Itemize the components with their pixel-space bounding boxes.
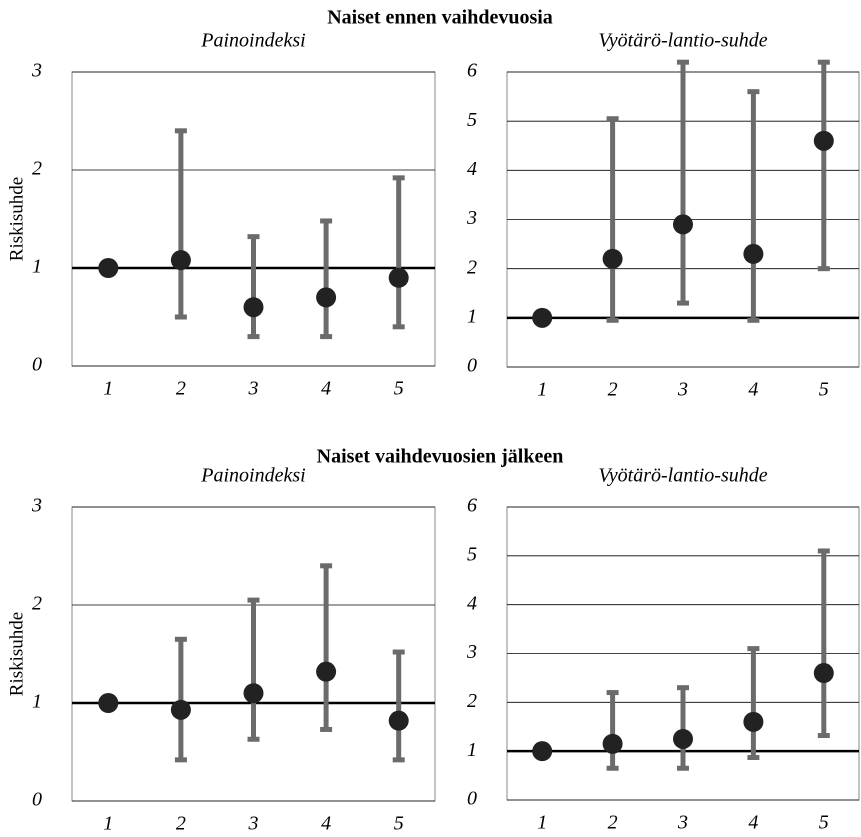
y-tick-label: 3 [31, 60, 42, 82]
point [98, 258, 119, 278]
y-tick-label: 0 [467, 355, 477, 377]
y-tick-label: 4 [467, 158, 477, 180]
x-tick-label: 1 [537, 379, 547, 401]
section-heading: Naiset ennen vaihdevuosia [327, 7, 553, 29]
x-tick-label: 5 [819, 379, 829, 401]
panel-title: Vyötärö-lantio-suhde [598, 465, 767, 487]
x-tick-label: 3 [677, 812, 688, 834]
x-tick-label: 5 [819, 812, 829, 834]
y-tick-label: 2 [32, 158, 42, 180]
point [743, 711, 764, 732]
point [316, 287, 337, 308]
x-tick-label: 2 [176, 813, 186, 835]
y-tick-label: 1 [32, 691, 42, 713]
point [316, 661, 337, 682]
point [388, 710, 409, 731]
point [388, 267, 409, 288]
y-tick-label: 0 [32, 354, 42, 376]
y-tick-label: 1 [467, 739, 477, 761]
y-tick-label: 0 [467, 788, 477, 810]
x-tick-label: 4 [748, 379, 758, 401]
x-tick-label: 2 [176, 378, 186, 400]
error-bar [174, 636, 187, 763]
x-tick-label: 3 [677, 379, 688, 401]
x-tick-label: 5 [394, 813, 404, 835]
error-bar [677, 59, 689, 306]
y-tick-label: 1 [467, 305, 477, 327]
section-heading: Naiset vaihdevuosien jälkeen [317, 446, 564, 468]
error-bar [392, 175, 405, 330]
y-tick-label: 2 [32, 593, 42, 615]
y-tick-label: 3 [466, 207, 477, 229]
y-tick-label: 5 [467, 109, 477, 131]
point [813, 130, 834, 151]
panel-title: Vyötärö-lantio-suhde [598, 30, 767, 52]
error-bar [320, 563, 333, 732]
error-bar [606, 690, 619, 771]
y-tick-label: 3 [466, 641, 477, 663]
error-bar [247, 597, 260, 742]
x-tick-label: 1 [103, 813, 113, 835]
error-bar [392, 649, 405, 763]
point [813, 663, 834, 684]
error-bar [747, 646, 760, 761]
x-tick-label: 5 [394, 378, 404, 400]
point [743, 243, 764, 264]
error-bar [747, 89, 760, 323]
x-tick-label: 3 [248, 813, 259, 835]
point [243, 297, 264, 318]
error-bar [817, 548, 830, 739]
point [170, 699, 191, 720]
y-tick-label: 6 [467, 495, 477, 517]
y-tick-label: 5 [467, 543, 477, 565]
x-tick-label: 2 [608, 812, 618, 834]
point [243, 683, 264, 704]
y-tick-label: 4 [467, 592, 477, 614]
error-bar [677, 685, 689, 771]
point [673, 214, 693, 235]
point [532, 307, 553, 328]
y-tick-label: 1 [32, 256, 42, 278]
y-tick-label: 0 [32, 789, 42, 811]
x-tick-label: 1 [103, 378, 113, 400]
point [532, 741, 553, 762]
point [602, 733, 623, 754]
x-tick-label: 4 [321, 813, 331, 835]
panel-title: Painoindeksi [200, 465, 305, 487]
x-tick-label: 4 [321, 378, 331, 400]
error-bar [247, 234, 260, 340]
error-bar [817, 59, 830, 272]
error-bar [320, 218, 333, 340]
y-axis-label: Riskisuhde [6, 177, 27, 261]
y-tick-label: 2 [467, 690, 477, 712]
error-bar [174, 128, 187, 320]
point [673, 728, 693, 749]
point [602, 248, 623, 269]
point [98, 693, 119, 713]
x-tick-label: 3 [248, 378, 259, 400]
x-tick-label: 2 [608, 379, 618, 401]
panel-title: Painoindeksi [200, 30, 305, 52]
point [170, 250, 191, 271]
y-tick-label: 3 [31, 495, 42, 517]
x-tick-label: 1 [537, 812, 547, 834]
x-tick-label: 4 [748, 812, 758, 834]
error-bar [606, 116, 619, 323]
y-axis-label: Riskisuhde [6, 612, 27, 696]
y-tick-label: 2 [467, 256, 477, 278]
y-tick-label: 6 [467, 60, 477, 82]
